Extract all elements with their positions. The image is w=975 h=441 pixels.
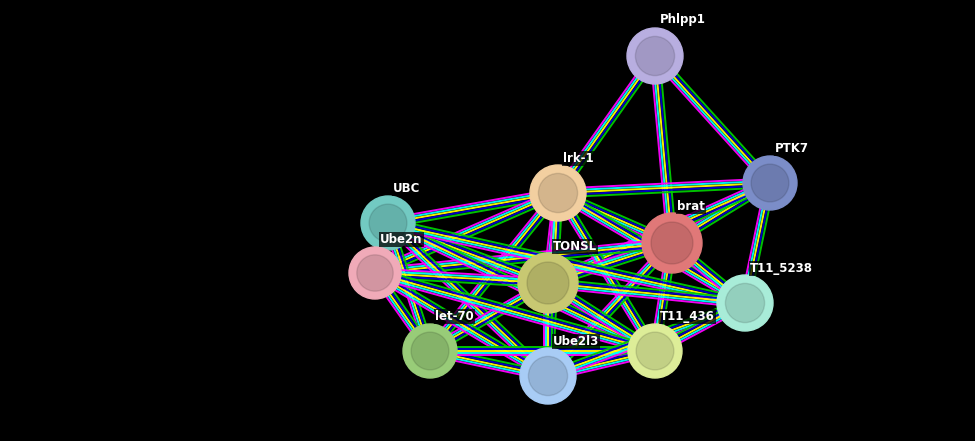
Circle shape (636, 332, 674, 370)
Circle shape (370, 204, 407, 242)
Text: PTK7: PTK7 (775, 142, 809, 155)
Circle shape (349, 247, 401, 299)
Circle shape (520, 348, 576, 404)
Circle shape (538, 173, 577, 213)
Circle shape (403, 324, 457, 378)
Text: UBC: UBC (393, 182, 420, 195)
Circle shape (528, 356, 567, 396)
Circle shape (627, 28, 683, 84)
Circle shape (357, 255, 393, 291)
Circle shape (411, 332, 448, 370)
Text: Ube2l3: Ube2l3 (553, 335, 600, 348)
Text: let-70: let-70 (435, 310, 474, 323)
Circle shape (530, 165, 586, 221)
Circle shape (628, 324, 682, 378)
Circle shape (725, 284, 764, 323)
Text: brat: brat (677, 200, 705, 213)
Text: lrk-1: lrk-1 (563, 152, 594, 165)
Text: TONSL: TONSL (553, 240, 597, 253)
Circle shape (743, 156, 797, 210)
Text: Ube2n: Ube2n (380, 233, 422, 246)
Text: T11_436: T11_436 (660, 310, 715, 323)
Circle shape (518, 253, 578, 313)
Text: Phlpp1: Phlpp1 (660, 13, 706, 26)
Circle shape (751, 164, 789, 202)
Circle shape (361, 196, 415, 250)
Circle shape (651, 222, 693, 264)
Circle shape (717, 275, 773, 331)
Circle shape (642, 213, 702, 273)
Circle shape (636, 37, 675, 75)
Text: T11_5238: T11_5238 (750, 262, 813, 275)
Circle shape (527, 262, 569, 304)
